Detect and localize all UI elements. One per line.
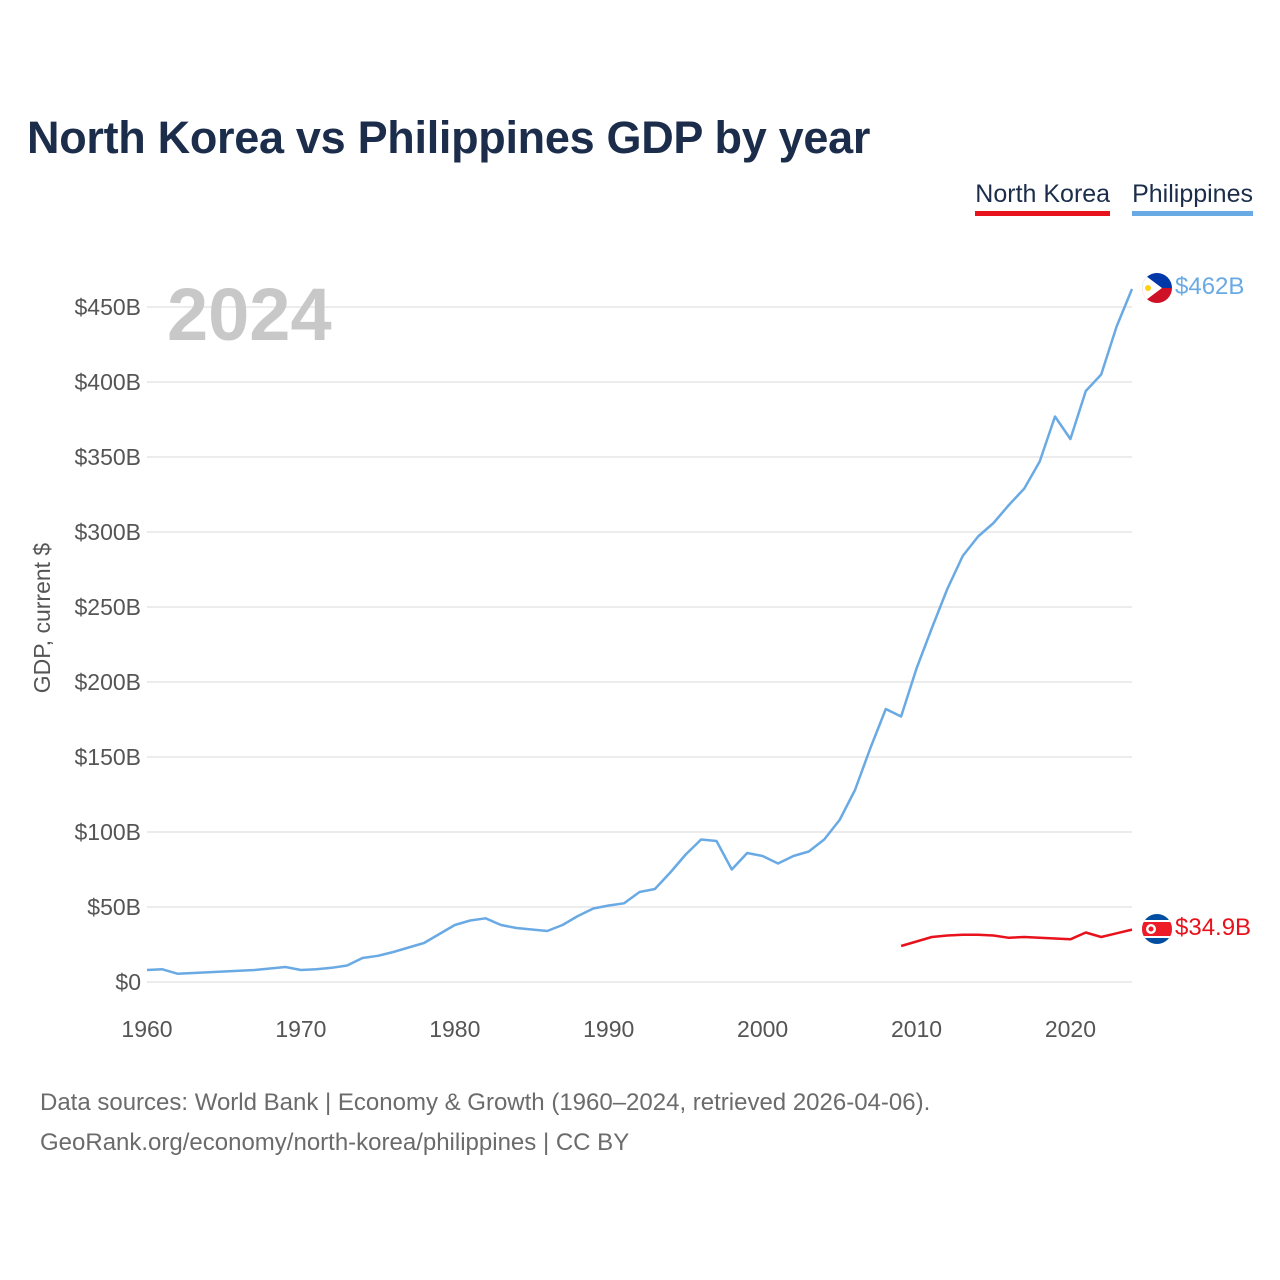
x-axis: 1960 1970 1980 1990 2000 2010 2020 bbox=[121, 1016, 1096, 1042]
philippines-flag-icon bbox=[1142, 273, 1172, 303]
y-tick-label: $300B bbox=[74, 519, 141, 545]
y-tick-label: $200B bbox=[74, 669, 141, 695]
x-tick-label: 1980 bbox=[429, 1016, 480, 1042]
x-tick-label: 1970 bbox=[275, 1016, 326, 1042]
north-korea-flag-icon bbox=[1142, 914, 1172, 944]
legend: North Korea Philippines bbox=[975, 180, 1253, 216]
philippines-end-value: $462B bbox=[1175, 273, 1244, 300]
x-tick-label: 1960 bbox=[121, 1016, 172, 1042]
footer-sources: Data sources: World Bank | Economy & Gro… bbox=[40, 1089, 931, 1116]
chart-title: North Korea vs Philippines GDP by year bbox=[27, 112, 871, 163]
x-tick-label: 2020 bbox=[1045, 1016, 1096, 1042]
legend-philippines[interactable]: Philippines bbox=[1132, 180, 1253, 216]
series bbox=[146, 288, 1134, 976]
y-tick-label: $400B bbox=[74, 369, 141, 395]
y-tick-label: $50B bbox=[87, 894, 141, 920]
gridlines bbox=[147, 306, 1132, 983]
y-tick-label: $250B bbox=[74, 594, 141, 620]
y-axis-label: GDP, current $ bbox=[29, 543, 55, 694]
y-tick-label: $350B bbox=[74, 444, 141, 470]
y-tick-label: $0 bbox=[115, 969, 141, 995]
footer-attribution: GeoRank.org/economy/north-korea/philippi… bbox=[40, 1129, 630, 1156]
x-tick-label: 1990 bbox=[583, 1016, 634, 1042]
y-tick-label: $150B bbox=[74, 744, 141, 770]
footer: Data sources: World Bank | Economy & Gro… bbox=[40, 1083, 930, 1163]
x-tick-label: 2000 bbox=[737, 1016, 788, 1042]
y-tick-label: $450B bbox=[74, 294, 141, 320]
year-watermark: 2024 bbox=[167, 273, 332, 356]
north-korea-gdp-line bbox=[900, 928, 1133, 948]
north-korea-end-value: $34.9B bbox=[1175, 914, 1251, 941]
legend-north-korea[interactable]: North Korea bbox=[975, 180, 1111, 216]
y-tick-label: $100B bbox=[74, 819, 141, 845]
philippines-gdp-line bbox=[146, 288, 1134, 976]
y-axis: $0 $50B $100B $150B $200B $250B $300B $350B $400… bbox=[74, 294, 141, 995]
x-tick-label: 2010 bbox=[891, 1016, 942, 1042]
